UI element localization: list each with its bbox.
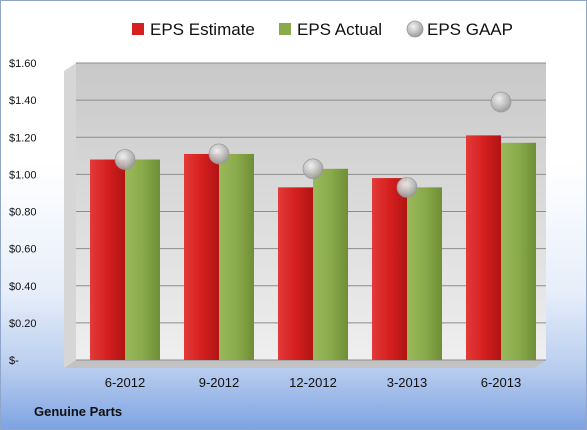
y-tick-label: $1.20 — [9, 132, 37, 144]
plot-floor — [64, 360, 546, 368]
bar-eps-estimate — [466, 135, 501, 360]
y-tick-label: $1.00 — [9, 169, 37, 181]
plot-side-wall — [64, 63, 76, 368]
legend-label: EPS Actual — [297, 20, 382, 39]
legend-label: EPS Estimate — [150, 20, 255, 39]
y-tick-label: $1.60 — [9, 58, 37, 70]
bar-eps-actual — [313, 168, 348, 360]
y-tick-label: $0.60 — [9, 244, 37, 256]
legend-swatch — [132, 23, 144, 35]
bar-eps-estimate — [184, 153, 219, 360]
marker-eps-gaap — [114, 149, 136, 170]
y-tick-label: $0.20 — [9, 318, 37, 330]
x-tick-label: 6-2013 — [481, 375, 521, 390]
bar-eps-actual — [125, 159, 160, 360]
y-tick-label: $0.80 — [9, 207, 37, 219]
bar-eps-estimate — [278, 187, 313, 360]
x-tick-label: 3-2013 — [387, 375, 427, 390]
x-tick-label: 12-2012 — [289, 375, 337, 390]
marker-eps-gaap — [396, 176, 418, 198]
company-label: Genuine Parts — [34, 404, 122, 419]
marker-eps-gaap — [208, 143, 230, 165]
legend-swatch — [279, 23, 291, 35]
x-tick-label: 6-2012 — [105, 375, 145, 390]
legend-item: EPS GAAP — [406, 20, 513, 39]
y-tick-label: $1.40 — [9, 95, 37, 107]
y-tick-label: $0.40 — [9, 281, 37, 293]
legend-item: EPS Actual — [279, 20, 382, 39]
legend-item: EPS Estimate — [132, 20, 255, 39]
legend-label: EPS GAAP — [427, 20, 513, 39]
x-tick-label: 9-2012 — [199, 375, 239, 390]
marker-eps-gaap — [302, 158, 324, 180]
bar-eps-estimate — [90, 159, 125, 360]
bar-eps-actual — [407, 187, 442, 360]
bar-eps-actual — [501, 142, 536, 360]
marker-eps-gaap — [490, 91, 512, 113]
legend-swatch — [406, 20, 424, 38]
bar-eps-actual — [219, 153, 254, 360]
y-tick-label: $- — [9, 355, 19, 367]
bar-eps-estimate — [372, 178, 407, 360]
